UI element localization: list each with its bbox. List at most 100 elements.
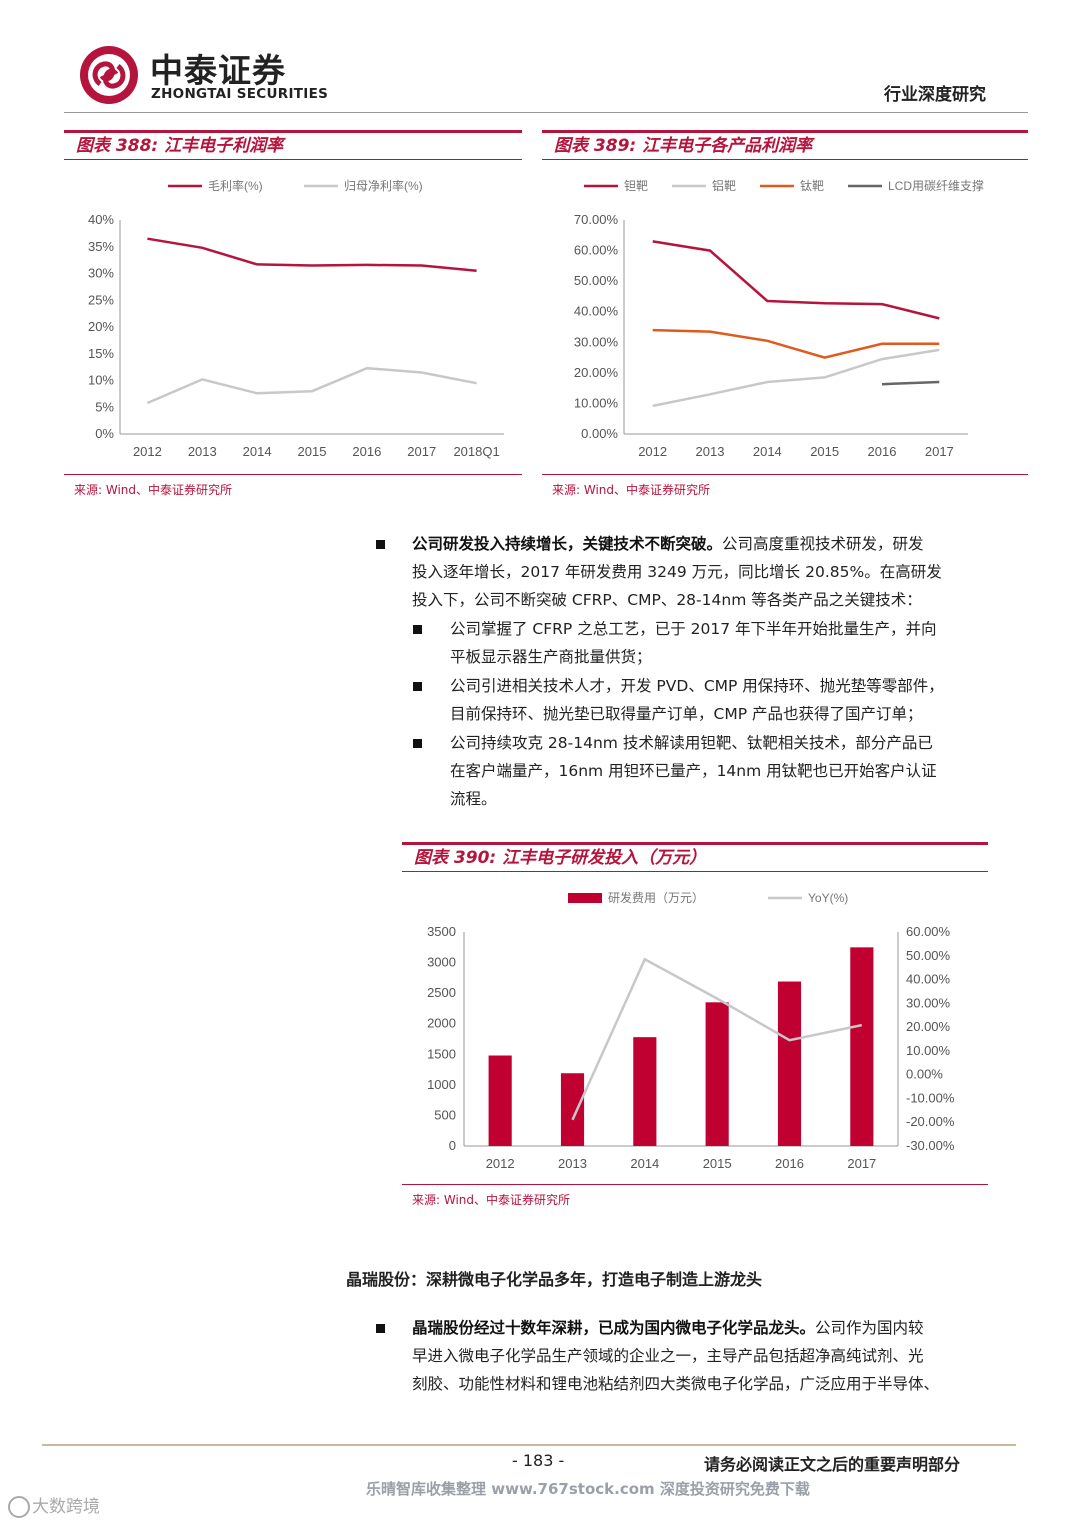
fig389-title: 图表 389: 江丰电子各产品利润率 [542,130,1028,160]
fig390-chart: 0 500 1000 1500 2000 2500 3000 3500 -30.00% -20.0… [402,874,988,1185]
y-tick-label: 15% [88,346,114,361]
bullet-p2 [376,1324,385,1333]
y-left-tick-label: 3500 [427,924,456,939]
y-tick-label: 25% [88,292,114,307]
series-line-0 [652,240,940,320]
footer-watermark: 乐晴智库收集整理 www.767stock.com 深度投资研究免费下载 [366,1480,810,1498]
sub2-line1: 公司引进相关技术人才，开发 PVD、CMP 用保持环、抛光垫等零部件， [450,677,944,695]
fig389-chart: 0.00% 10.00% 20.00% 30.00% 40.00% 50.00% 60.00… [542,162,1028,475]
legend-label-0: 钽靶 [624,179,648,193]
header-divider [64,112,1028,113]
yoy-line [571,957,863,1121]
sub1-line2: 平板显示器生产商批量供货； [450,648,652,666]
corner-mark-icon [8,1496,30,1518]
y-left-tick-label: 1000 [427,1077,456,1092]
fig388-chart: 0% 5% 10% 15% 20% 25% 30% 35% 40% 2012 2013 2014 201… [64,162,522,475]
brand-logo [78,44,140,106]
y-tick-label: 20% [88,319,114,334]
x-tick-label: 2017 [407,444,436,459]
x-tick-label: 2015 [810,444,839,459]
bar-2014 [633,1037,657,1146]
legend-label-1: 铝靶 [712,178,736,193]
y-right-tick-label: 40.00% [906,972,951,987]
y-tick-label: 35% [88,239,114,254]
series-line-1 [652,348,940,408]
bar-2017 [850,947,874,1146]
x-tick-label: 2012 [486,1156,515,1171]
p1-line3: 投入下，公司不断突破 CFRP、CMP、28-14nm 等各类产品之关键技术： [412,591,922,609]
series-line-2 [652,328,940,359]
p2-bold: 晶瑞股份经过十数年深耕，已成为国内微电子化学品龙头。 [412,1319,816,1337]
y-left-tick-label: 3000 [427,955,456,970]
corner-mark-text: 大数跨境 [32,1497,100,1517]
fig390-title: 图表 390: 江丰电子研发投入（万元） [402,842,988,872]
y-tick-label: 20.00% [574,365,619,380]
fig390-source: 来源: Wind、中泰证券研究所 [412,1193,571,1207]
y-left-tick-label: 0 [449,1138,456,1153]
x-tick-label: 2012 [133,444,162,459]
y-left-tick-label: 2000 [427,1016,456,1031]
fig389-svg: 0.00% 10.00% 20.00% 30.00% 40.00% 50.00% 60.00… [574,178,984,459]
sub3-line2: 在客户端量产，16nm 用钽环已量产，14nm 用钛靶也已开始客户认证 [450,762,937,780]
series-line-3 [881,380,940,386]
x-tick-label: 2014 [243,444,272,459]
y-tick-label: 30.00% [574,334,619,349]
x-tick-label: 2017 [925,444,954,459]
brand-name-cn: 中泰证券 [150,51,286,90]
brand-logo-icon [80,46,138,104]
sub2-line2: 目前保持环、抛光垫已取得量产订单，CMP 产品也获得了国产订单； [450,705,923,723]
y-right-tick-label: 30.00% [906,995,951,1010]
sub3-line3: 流程。 [450,790,497,808]
section-heading: 晶瑞股份：深耕微电子化学品多年，打造电子制造上游龙头 [346,1270,763,1289]
bar-2012 [488,1055,512,1146]
x-tick-label: 2014 [753,444,782,459]
x-tick-label: 2016 [775,1156,804,1171]
sub3-line1: 公司持续攻克 28-14nm 技术解读用钽靶、钛靶相关技术，部分产品已 [450,734,933,752]
y-right-tick-label: 20.00% [906,1019,951,1034]
y-tick-label: 5% [95,399,114,414]
x-tick-label: 2015 [703,1156,732,1171]
x-tick-label: 2016 [868,444,897,459]
x-tick-label: 2013 [558,1156,587,1171]
p1-line2: 投入逐年增长，2017 年研发费用 3249 万元，同比增长 20.85%。在高… [412,563,942,581]
legend-label-bar: 研发费用（万元） [608,890,704,905]
legend-swatch-bar [568,893,602,903]
legend-label-1: 归母净利率(%) [344,178,423,193]
y-tick-label: 60.00% [574,243,619,258]
x-tick-label: 2014 [630,1156,659,1171]
x-tick-label: 2016 [352,444,381,459]
bar-2016 [777,981,802,1146]
fig388-title: 图表 388: 江丰电子利润率 [64,130,522,160]
y-right-tick-label: -20.00% [906,1114,955,1129]
p1-line1: 公司研发投入持续增长，关键技术不断突破。公司高度重视技术研发，研发 [412,530,924,558]
x-tick-label: 2015 [298,444,327,459]
y-left-tick-label: 1500 [427,1046,456,1061]
report-type: 行业深度研究 [884,85,986,105]
legend-label-0: 毛利率(%) [208,178,263,193]
p2-line1: 晶瑞股份经过十数年深耕，已成为国内微电子化学品龙头。公司作为国内较 [412,1314,924,1342]
fig389-source: 来源: Wind、中泰证券研究所 [552,483,711,497]
corner-mark: 大数跨境 [8,1492,100,1518]
y-tick-label: 30% [88,266,114,281]
y-tick-label: 40.00% [574,304,619,319]
x-tick-label: 2013 [696,444,725,459]
bullet-p1 [376,540,385,549]
y-tick-label: 70.00% [574,212,619,227]
fig390-svg: 0 500 1000 1500 2000 2500 3000 3500 -30.00% -20.0… [427,890,955,1171]
sub1-line1: 公司掌握了 CFRP 之总工艺，已于 2017 年下半年开始批量生产，并向 [450,620,937,638]
x-tick-label: 2017 [847,1156,876,1171]
y-tick-label: 10% [88,373,114,388]
p1-line1-rest: 公司高度重视技术研发，研发 [722,535,924,553]
fig388-source: 来源: Wind、中泰证券研究所 [74,483,233,497]
p2-line2: 早进入微电子化学品生产领域的企业之一，主导产品包括超净高纯试剂、光 [412,1347,924,1365]
y-tick-label: 50.00% [574,273,619,288]
y-right-tick-label: -10.00% [906,1090,955,1105]
p2-line1-rest: 公司作为国内较 [815,1319,924,1337]
bar-2013 [560,1073,585,1146]
y-tick-label: 10.00% [574,395,619,410]
bar-2015 [705,1002,729,1146]
y-right-tick-label: -30.00% [906,1138,955,1153]
x-tick-label: 2012 [638,444,667,459]
series-line-1 [146,366,477,405]
y-right-tick-label: 0.00% [906,1067,943,1082]
